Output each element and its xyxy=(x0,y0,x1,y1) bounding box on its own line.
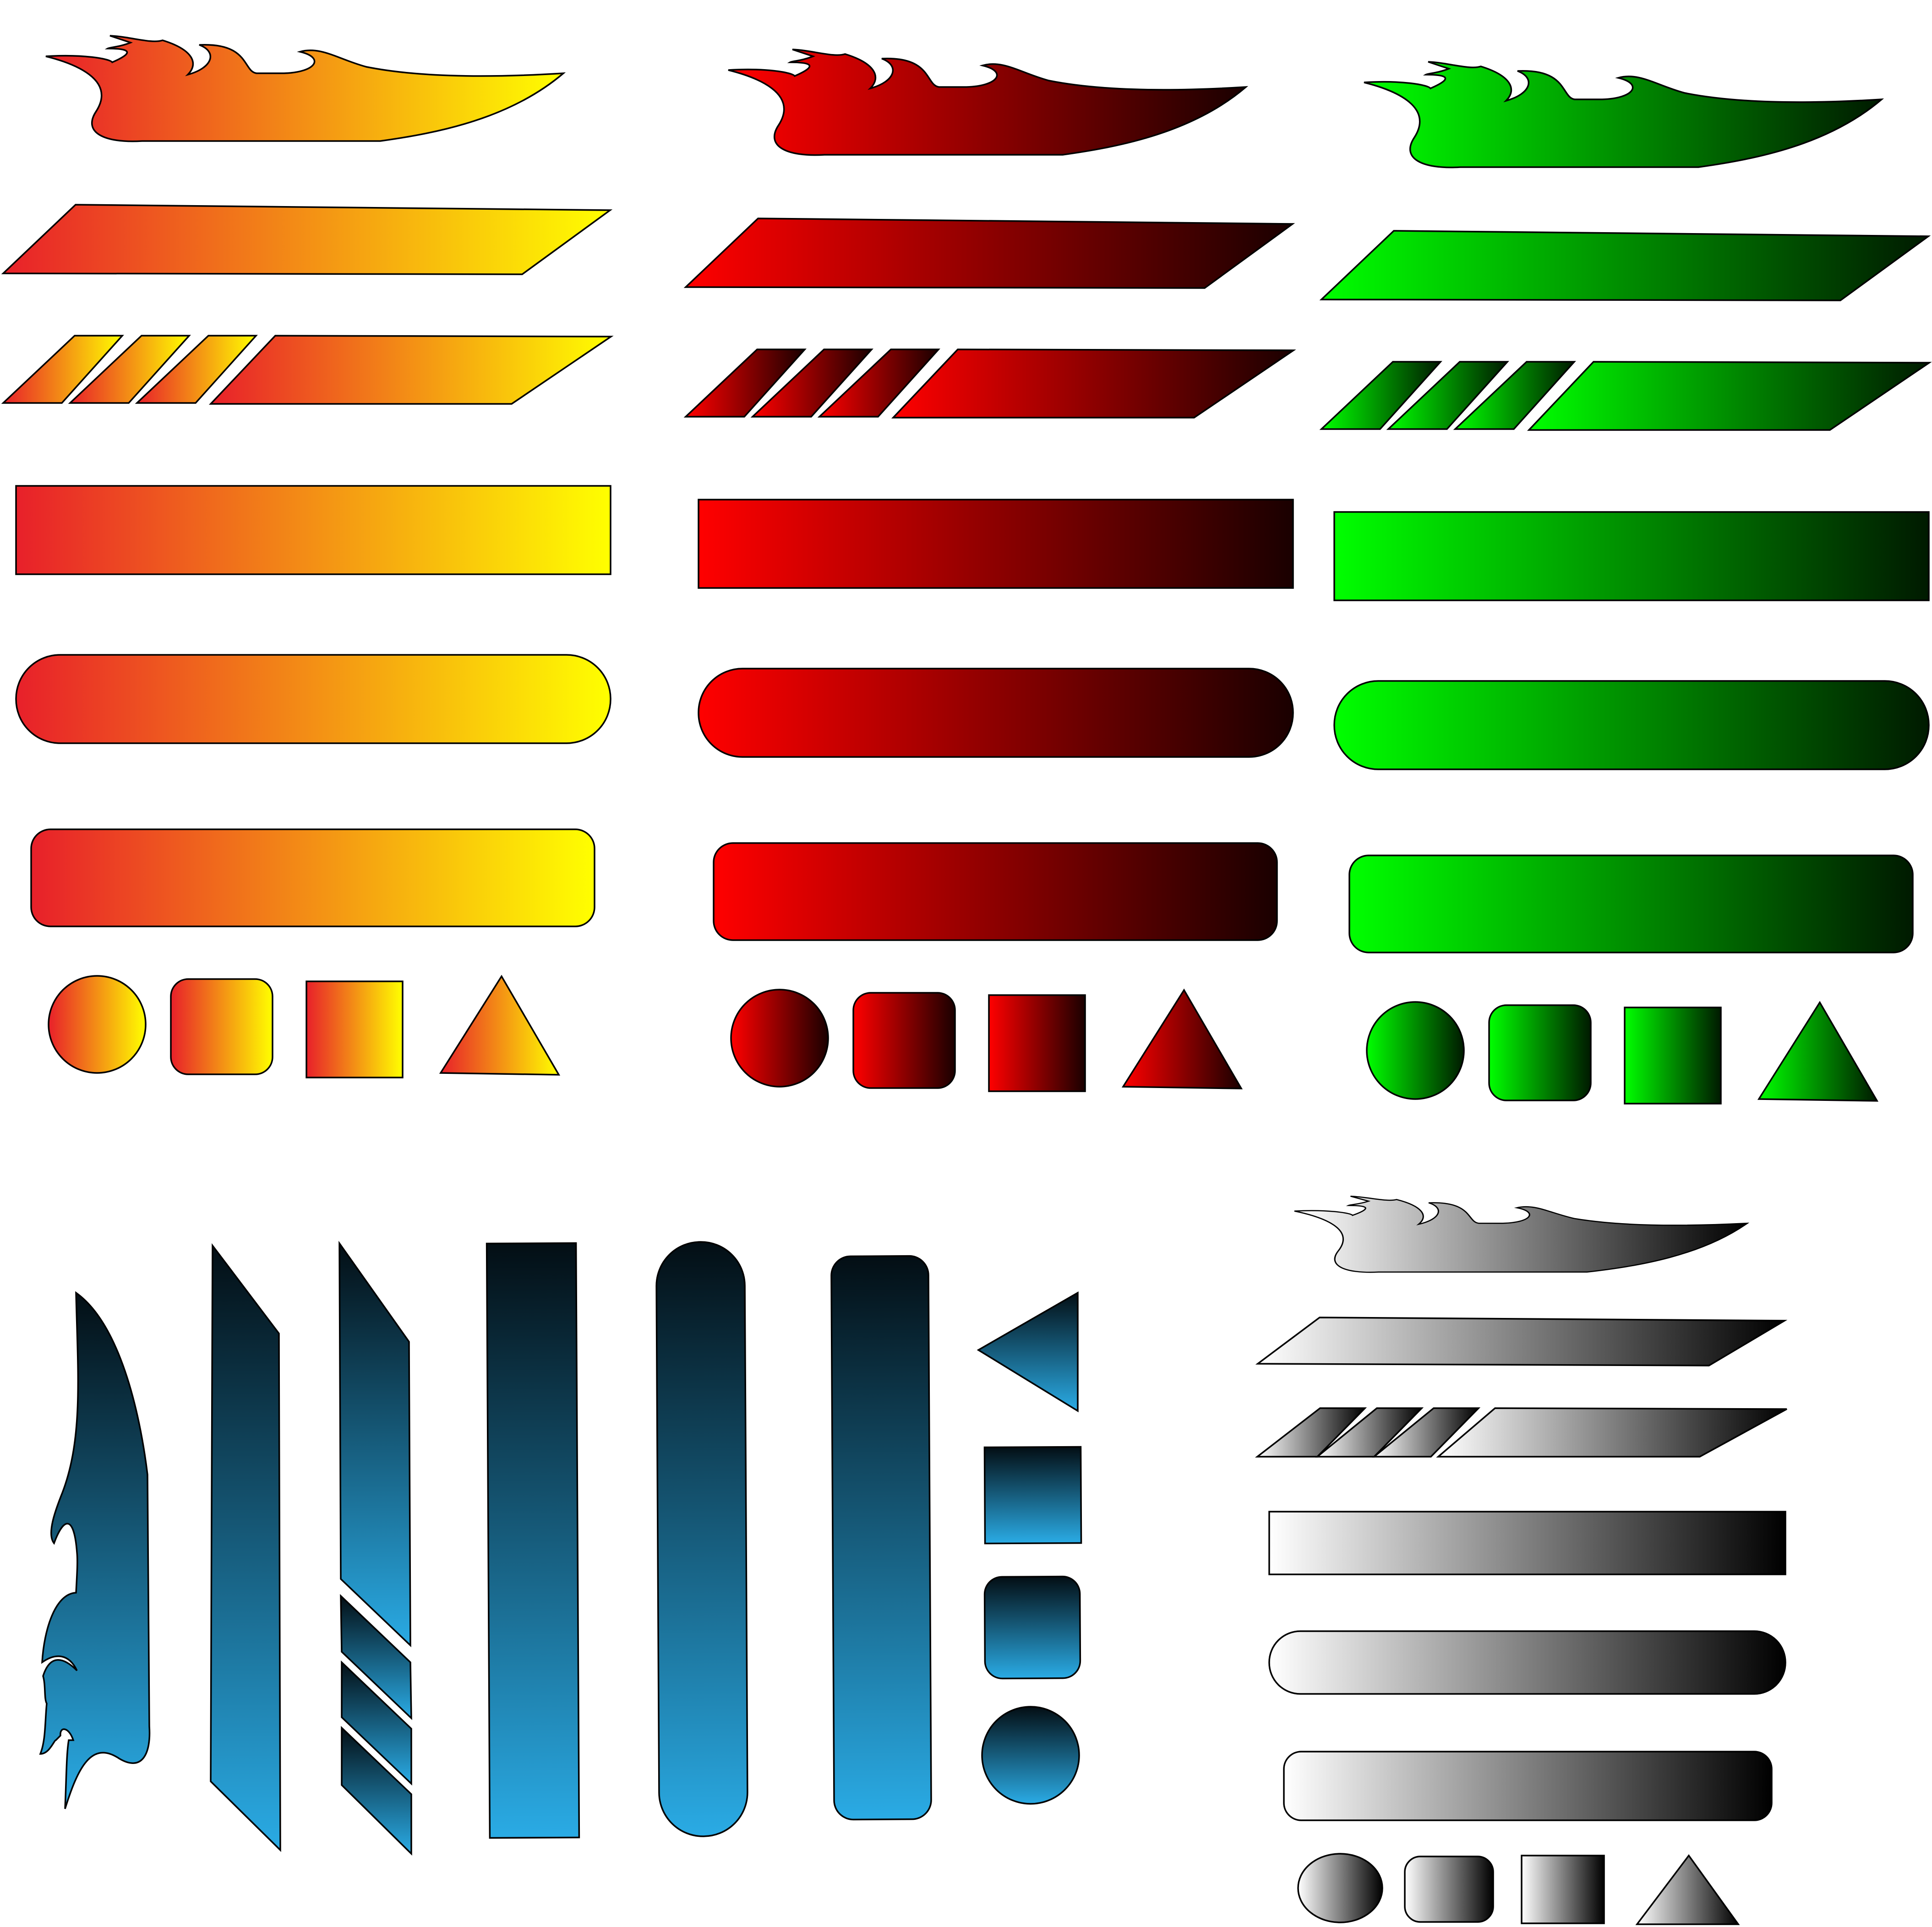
blue-square xyxy=(983,1446,1082,1545)
blue-triangle xyxy=(977,1291,1079,1413)
orange-rectangle-bar xyxy=(15,485,611,575)
orange-slanted-bar xyxy=(1,204,613,275)
blue-pill-bar xyxy=(655,1241,748,1837)
gray-flame-banner xyxy=(1293,1195,1748,1273)
orange-shape-group xyxy=(1,35,614,1078)
blue-rectangle-bar xyxy=(486,1242,580,1839)
green-rounded-bar xyxy=(1348,855,1914,953)
red-circle xyxy=(730,989,829,1088)
green-striped-slanted-bar xyxy=(1319,361,1932,431)
gray-ellipse xyxy=(1297,1853,1383,1923)
red-rounded-bar xyxy=(713,842,1278,941)
orange-pill-bar xyxy=(15,654,611,744)
gray-shape-group xyxy=(1255,1195,1788,1925)
red-triangle xyxy=(1121,988,1243,1089)
gray-rounded-square xyxy=(1404,1856,1494,1923)
blue-striped-slanted-bar xyxy=(338,1241,412,1856)
green-slanted-bar xyxy=(1319,230,1931,301)
blue-slanted-bar xyxy=(210,1243,281,1852)
green-square xyxy=(1624,1007,1722,1105)
green-circle xyxy=(1366,1001,1465,1100)
green-rounded-square xyxy=(1488,1004,1592,1101)
gray-rectangle-bar xyxy=(1268,1511,1786,1575)
red-pill-bar xyxy=(698,668,1294,758)
blue-circle xyxy=(981,1706,1080,1805)
orange-rounded-square xyxy=(170,978,273,1075)
orange-circle xyxy=(48,975,147,1074)
orange-triangle xyxy=(439,974,561,1076)
red-striped-slanted-bar xyxy=(683,348,1296,419)
green-pill-bar xyxy=(1333,680,1930,770)
blue-flame-banner xyxy=(39,1291,151,1809)
gray-triangle xyxy=(1635,1854,1740,1925)
orange-flame-banner xyxy=(45,35,564,142)
red-rounded-square xyxy=(852,992,956,1089)
red-shape-group xyxy=(683,49,1296,1092)
green-triangle xyxy=(1757,1001,1879,1102)
red-flame-banner xyxy=(727,49,1247,156)
orange-striped-slanted-bar xyxy=(1,335,614,405)
red-slanted-bar xyxy=(683,218,1295,289)
blue-rounded-square xyxy=(983,1575,1081,1680)
green-shape-group xyxy=(1319,61,1932,1105)
gray-slanted-bar xyxy=(1255,1317,1788,1366)
green-rectangle-bar xyxy=(1333,511,1930,601)
green-flame-banner xyxy=(1363,61,1883,169)
gray-striped-slanted-bar xyxy=(1255,1407,1787,1458)
blue-rounded-bar xyxy=(830,1255,932,1821)
orange-rounded-bar xyxy=(30,828,595,927)
gray-rounded-bar xyxy=(1283,1751,1773,1821)
orange-square xyxy=(306,980,404,1078)
gray-square xyxy=(1521,1855,1605,1924)
red-square xyxy=(988,994,1086,1092)
gray-pill-bar xyxy=(1268,1630,1786,1695)
red-rectangle-bar xyxy=(698,499,1294,589)
blue-shape-group xyxy=(39,1241,1082,1856)
